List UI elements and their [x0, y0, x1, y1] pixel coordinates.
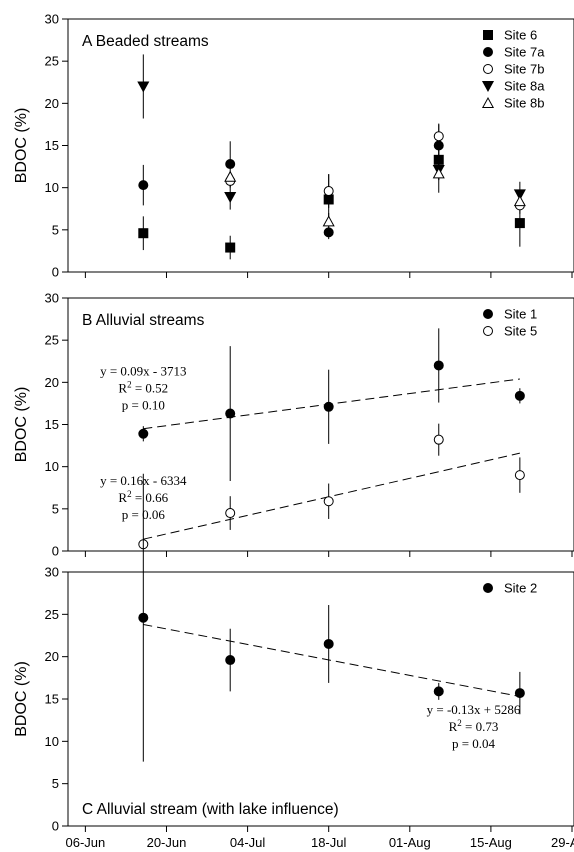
- data-point: [138, 180, 149, 191]
- y-tick-label: 25: [45, 333, 59, 348]
- x-tick-label: 20-Jun: [147, 835, 187, 850]
- y-tick-label: 0: [52, 544, 59, 559]
- y-tick-label: 5: [52, 501, 59, 516]
- legend-marker: [481, 96, 495, 108]
- y-tick-label: 20: [45, 96, 59, 111]
- legend-entry: Site 7a: [504, 45, 545, 60]
- legend-marker: [483, 326, 493, 336]
- data-point: [137, 81, 150, 93]
- panel-title: C Alluvial stream (with lake influence): [82, 801, 339, 818]
- panel-a: 0 5 10 15 20 25 30 BDOC (%) A Beaded streams Site…: [13, 12, 574, 280]
- data-point: [433, 131, 444, 142]
- data-point: [323, 194, 334, 205]
- y-tick-label: 10: [45, 180, 59, 195]
- data-point: [432, 167, 445, 179]
- legend-entry: Site 7b: [504, 62, 544, 77]
- y-axis-label: BDOC (%): [13, 108, 30, 184]
- y-tick-label: 30: [45, 565, 59, 580]
- data-point: [323, 186, 334, 197]
- x-tick-label: 06-Jun: [66, 835, 106, 850]
- legend-entry: Site 6: [504, 28, 537, 43]
- panel-title: B Alluvial streams: [82, 312, 205, 329]
- regression-annotation: p = 0.04: [452, 736, 496, 751]
- legend-entry: Site 8a: [504, 79, 545, 94]
- legend-marker: [483, 64, 493, 74]
- y-tick-label: 10: [45, 459, 59, 474]
- legend-marker: [481, 81, 495, 93]
- data-point: [224, 170, 237, 182]
- data-point: [514, 218, 525, 229]
- y-tick-label: 20: [45, 375, 59, 390]
- panel-c: 0 5 10 15 20 25 30 06-Jun 20-Jun 04-Jul 18-Jul 01-A…: [13, 473, 574, 850]
- legend-entry: Site 8b: [504, 96, 544, 111]
- regression-annotation: y = 0.09x - 3713: [100, 364, 186, 379]
- data-point: [225, 508, 236, 519]
- y-tick-label: 15: [45, 138, 59, 153]
- data-point: [323, 496, 334, 507]
- data-point: [225, 242, 236, 253]
- data-point: [433, 154, 444, 165]
- y-tick-label: 10: [45, 734, 59, 749]
- y-tick-label: 5: [52, 776, 59, 791]
- x-tick-label: 18-Jul: [311, 835, 347, 850]
- data-point: [433, 140, 444, 151]
- data-point: [323, 401, 334, 412]
- legend-marker: [483, 30, 493, 40]
- regression-annotation: R2 = 0.73: [449, 718, 499, 734]
- x-tick-label: 29-Aug: [551, 835, 574, 850]
- legend-entry: Site 5: [504, 324, 537, 339]
- data-point: [225, 159, 236, 170]
- data-point: [433, 360, 444, 371]
- data-point: [322, 215, 335, 227]
- data-point: [514, 688, 525, 699]
- y-tick-label: 30: [45, 12, 59, 27]
- y-tick-label: 15: [45, 692, 59, 707]
- data-point: [224, 191, 237, 203]
- x-tick-label: 15-Aug: [470, 835, 512, 850]
- trend-line: [143, 452, 520, 540]
- panel-b: 0 5 10 15 20 25 30 BDOC (%) B Alluvial streams Si…: [13, 291, 574, 559]
- x-tick-label: 01-Aug: [389, 835, 431, 850]
- legend-marker: [483, 309, 493, 319]
- data-point: [513, 189, 526, 201]
- legend-marker: [483, 47, 493, 57]
- y-tick-label: 25: [45, 607, 59, 622]
- y-axis-label: BDOC (%): [13, 661, 30, 737]
- plot-frame: [67, 571, 574, 827]
- data-point: [138, 612, 149, 623]
- y-tick-label: 0: [52, 819, 59, 834]
- regression-annotation: y = -0.13x + 5286: [427, 702, 521, 717]
- legend-entry: Site 2: [504, 581, 537, 596]
- y-axis-label: BDOC (%): [13, 387, 30, 463]
- data-point: [514, 470, 525, 481]
- trend-line: [143, 624, 520, 697]
- legend-entry: Site 1: [504, 307, 537, 322]
- data-point: [323, 227, 334, 238]
- data-point: [138, 228, 149, 239]
- data-point: [323, 638, 334, 649]
- data-point: [433, 434, 444, 445]
- data-point: [225, 408, 236, 419]
- data-point: [138, 428, 149, 439]
- regression-annotation: p = 0.10: [122, 398, 165, 413]
- data-point: [513, 195, 526, 207]
- y-tick-label: 5: [52, 222, 59, 237]
- panel-title: A Beaded streams: [82, 33, 209, 50]
- legend-marker: [483, 583, 493, 593]
- data-point: [514, 390, 525, 401]
- y-tick-label: 25: [45, 54, 59, 69]
- x-tick-label: 04-Jul: [230, 835, 266, 850]
- y-tick-label: 30: [45, 291, 59, 306]
- y-tick-label: 15: [45, 417, 59, 432]
- regression-annotation: R2 = 0.52: [118, 380, 168, 396]
- data-point: [433, 686, 444, 697]
- data-point: [225, 655, 236, 666]
- y-tick-label: 0: [52, 265, 59, 280]
- y-tick-label: 20: [45, 649, 59, 664]
